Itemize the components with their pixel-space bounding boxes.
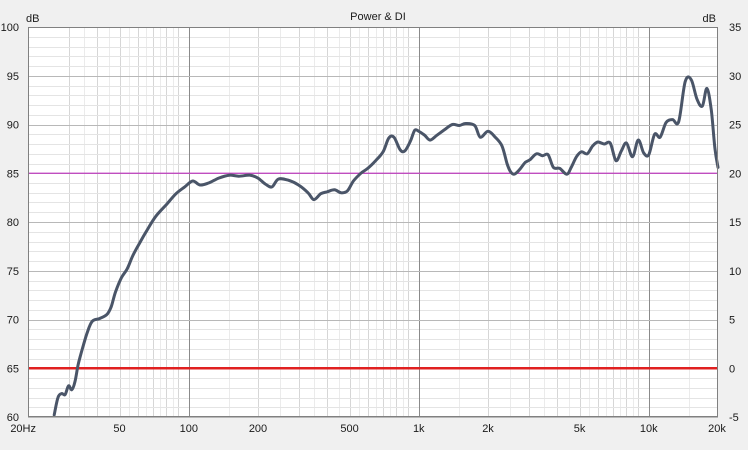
y-right-tick-label: 35 [729, 22, 741, 34]
x-tick-label: 1k [413, 423, 425, 435]
y-left-tick-label: 75 [7, 266, 19, 278]
series-layer [52, 75, 720, 417]
y-right-tick-label: 5 [729, 315, 735, 327]
axis-labels: 20Hz 50 100 200 500 1k 2k 5k 10k 20k6065707580859… [1, 22, 742, 435]
y-left-tick-label: 95 [7, 71, 19, 83]
x-tick-label: 100 [180, 423, 198, 435]
y-right-unit-label: dB [703, 13, 716, 25]
y-right-tick-label: 25 [729, 120, 741, 132]
plot-frame [28, 27, 718, 417]
y-left-tick-label: 60 [7, 412, 19, 424]
y-right-tick-label: 30 [729, 71, 741, 83]
x-tick-label: 50 [113, 423, 125, 435]
power-response-line [52, 75, 720, 417]
y-left-tick-label: 80 [7, 217, 19, 229]
x-tick-label: 2k [482, 423, 494, 435]
x-tick-label: 500 [340, 423, 358, 435]
x-tick-label: 10k [640, 423, 658, 435]
y-left-tick-label: 90 [7, 120, 19, 132]
y-left-tick-label: 65 [7, 363, 19, 375]
x-tick-label: 200 [249, 423, 267, 435]
y-right-tick-label: 15 [729, 217, 741, 229]
y-right-tick-label: 0 [729, 363, 735, 375]
y-left-tick-label: 85 [7, 168, 19, 180]
y-left-unit-label: dB [26, 13, 39, 25]
y-right-tick-label: 10 [729, 266, 741, 278]
y-left-tick-label: 70 [7, 315, 19, 327]
y-left-tick-label: 100 [1, 22, 19, 34]
y-right-tick-label: 20 [729, 168, 741, 180]
y-right-tick-label: -5 [729, 412, 739, 424]
x-tick-label: 5k [574, 423, 586, 435]
chart-title: Power & DI [350, 11, 406, 23]
x-tick-label: 20k [708, 423, 726, 435]
x-tick-label: 20Hz [10, 423, 36, 435]
reference-lines [28, 172, 718, 370]
